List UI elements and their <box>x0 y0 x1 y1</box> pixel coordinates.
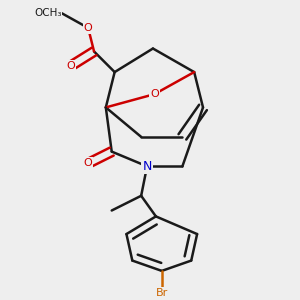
Text: O: O <box>84 158 92 168</box>
Text: N: N <box>142 160 152 173</box>
Text: O: O <box>150 89 159 99</box>
Text: OCH₃: OCH₃ <box>34 8 62 18</box>
Text: O: O <box>66 61 75 71</box>
Text: O: O <box>84 23 92 33</box>
Text: Br: Br <box>156 288 168 298</box>
